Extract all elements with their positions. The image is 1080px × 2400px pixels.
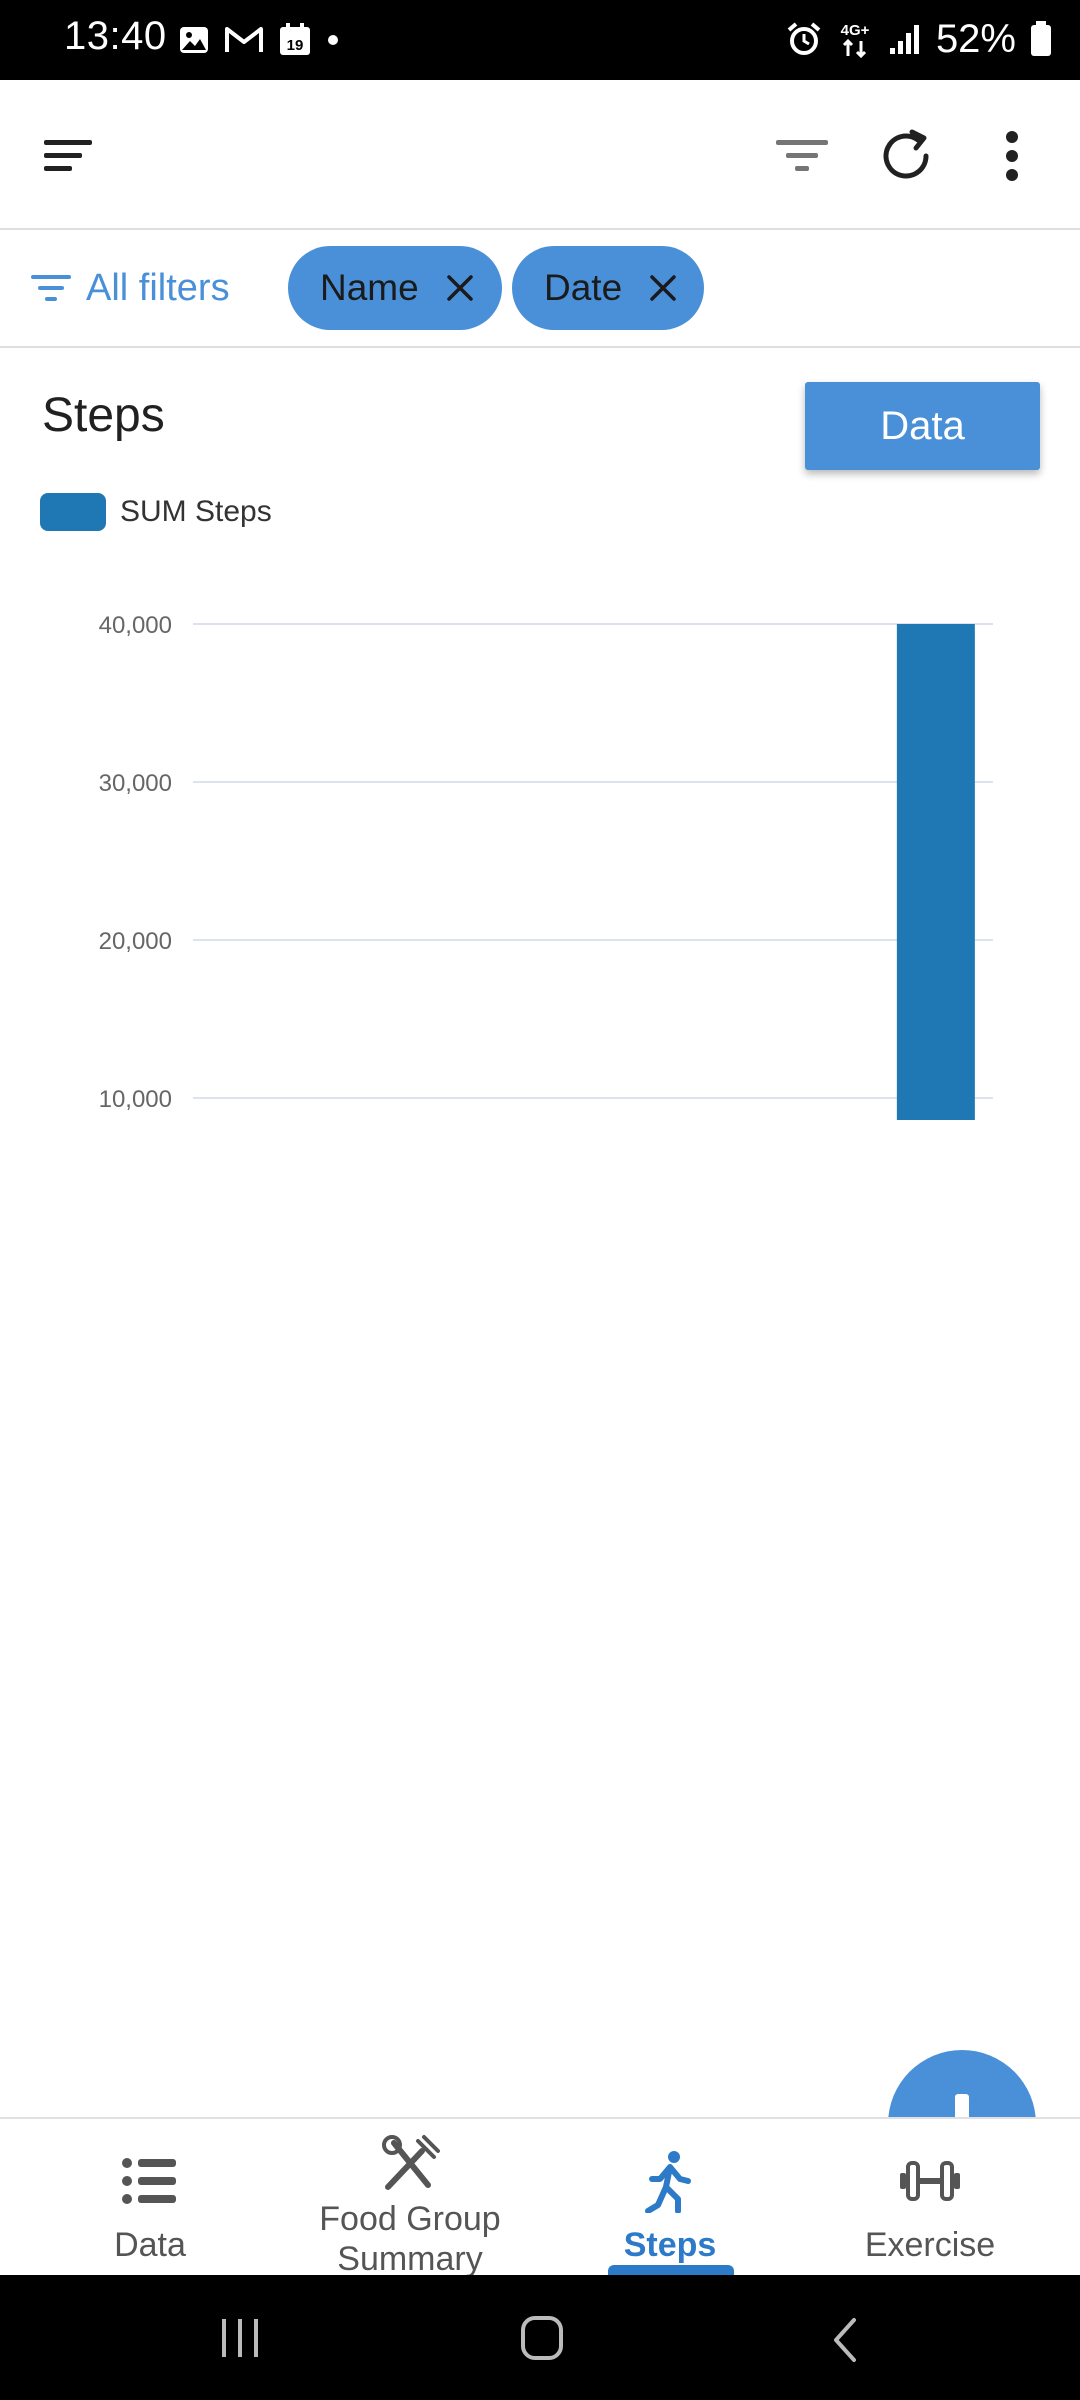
calendar-notification-icon: 19 [280,23,310,55]
y-tick-label: 40,000 [99,612,172,639]
nav-tab-exercise[interactable]: Exercise [800,2119,1060,2277]
nav-label-line2: Summary [337,2240,483,2278]
refresh-icon [883,129,929,179]
nav-label: Data [114,2226,186,2264]
alarm-icon [787,22,821,55]
signal-icon [889,25,919,54]
remove-filter-button[interactable] [443,271,477,305]
all-filters-label: All filters [86,266,230,309]
nav-label: Steps [623,2226,717,2264]
bar [896,624,975,1120]
filter-chip-date[interactable]: Date [512,246,704,330]
menu-button[interactable] [28,116,108,196]
status-right: 4G+ 52% [786,14,1052,64]
filter-chip-label: Date [544,267,623,308]
steps-bar-chart: 010,00020,00030,00040,000010030010001500… [99,612,993,1120]
status-bar: 13:40 19 4G+ [0,0,1080,80]
filter-chip-label: Name [320,267,419,308]
fork-knife-icon [382,2135,440,2190]
y-tick-label: 10,000 [99,1086,172,1113]
nav-tab-data[interactable]: Data [20,2119,280,2277]
back-button[interactable] [830,2317,860,2363]
active-tab-indicator [608,2265,734,2277]
y-tick-label: 20,000 [99,928,172,955]
menu-icon [44,140,92,171]
status-time: 13:40 [64,14,167,58]
home-button[interactable] [520,2315,564,2361]
system-navigation-bar [0,2275,1080,2400]
image-notification-icon [180,27,208,53]
notification-icons: 19 [178,20,340,60]
battery-percent: 52% [935,16,1016,61]
remove-filter-button[interactable] [646,271,680,305]
close-icon [650,275,676,301]
network-type-icon: 4G+ [841,22,870,59]
data-view-button[interactable]: Data [805,382,1040,470]
all-filters-button[interactable]: All filters [30,260,230,316]
nav-label: Exercise [864,2226,996,2264]
close-icon [446,275,473,301]
battery-icon [1031,21,1051,56]
more-notifications-dot-icon [328,35,338,45]
nav-tab-steps[interactable]: Steps [540,2119,800,2277]
refresh-button[interactable] [866,116,946,196]
nav-tab-food-group-summary[interactable]: Food Group Summary [280,2119,540,2278]
filter-icon [776,140,828,171]
legend-swatch [40,493,106,531]
dumbbell-icon [900,2161,960,2201]
filter-bar: All filters Name Date [0,230,1080,348]
gmail-notification-icon [225,27,263,52]
more-vert-icon [1006,131,1018,181]
bottom-navigation: Data Food Group Summary Steps Exercise [0,2117,1080,2278]
filter-list-icon [31,275,71,301]
chart-title: Steps [42,389,165,442]
more-options-button[interactable] [972,116,1052,196]
nav-label-line1: Food Group [319,2200,501,2238]
recent-apps-button[interactable] [218,2317,262,2359]
chart-legend[interactable]: SUM Steps [40,492,272,532]
walking-icon [645,2151,691,2213]
filter-chip-name[interactable]: Name [288,246,502,330]
legend-label: SUM Steps [120,495,272,528]
filter-button[interactable] [762,116,842,196]
y-tick-label: 30,000 [99,770,172,797]
list-icon [122,2158,176,2204]
network-type-label: 4G+ [841,22,870,39]
app-toolbar [0,80,1080,230]
calendar-day: 19 [287,37,304,54]
